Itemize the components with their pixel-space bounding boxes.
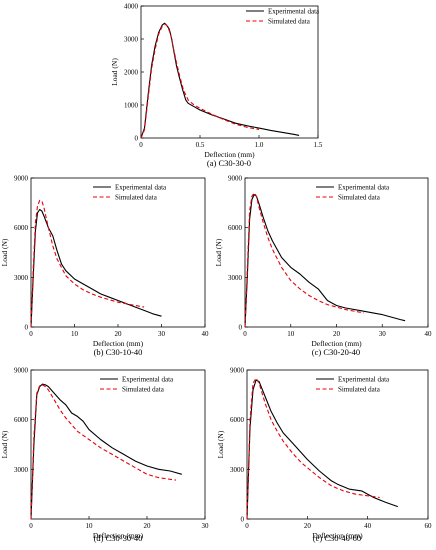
x-axis-title: Deflection (mm) xyxy=(312,531,363,540)
x-tick-label: 30 xyxy=(158,330,166,338)
y-tick-label: 9000 xyxy=(230,367,245,375)
panel-caption: (a) C30-30-0 xyxy=(207,158,251,168)
y-tick-label: 1000 xyxy=(124,102,139,110)
series-line-simulated xyxy=(244,192,364,328)
legend-label: Simulated data xyxy=(268,18,311,26)
series-line-simulated xyxy=(30,199,145,328)
legend-label: Experimental data xyxy=(338,376,390,384)
legend-label: Simulated data xyxy=(338,194,381,202)
series-line-experimental xyxy=(140,22,300,139)
x-tick-label: 20 xyxy=(304,522,312,530)
x-tick-label: 0 xyxy=(29,522,33,530)
legend-label: Experimental data xyxy=(338,184,390,192)
series-line-simulated xyxy=(246,377,380,520)
y-tick-label: 6000 xyxy=(14,416,29,424)
x-tick-label: 10 xyxy=(71,330,79,338)
plot-frame xyxy=(246,369,429,520)
legend-label: Experimental data xyxy=(115,184,167,192)
x-axis-title: Deflection (mm) xyxy=(93,531,144,540)
y-tick-label: 0 xyxy=(241,516,245,524)
y-tick-label: 3000 xyxy=(124,36,139,44)
series-line-simulated xyxy=(30,384,177,520)
y-axis-title: Load (N) xyxy=(0,430,9,458)
y-tick-label: 9000 xyxy=(228,175,243,183)
series-line-simulated xyxy=(140,23,260,139)
y-tick-label: 4000 xyxy=(124,3,139,11)
panel-caption: (e) C30-40-60 xyxy=(313,533,361,543)
y-tick-label: 6000 xyxy=(230,416,245,424)
x-tick-label: 0 xyxy=(139,141,143,149)
x-tick-label: 0 xyxy=(29,330,33,338)
x-tick-label: 1.0 xyxy=(255,141,264,149)
x-tick-label: 0 xyxy=(245,522,249,530)
x-axis-title: Deflection (mm) xyxy=(93,339,144,348)
y-tick-label: 9000 xyxy=(14,367,29,375)
series-line-experimental xyxy=(30,383,182,520)
y-axis-title: Load (N) xyxy=(110,58,119,86)
x-tick-label: 40 xyxy=(425,330,433,338)
x-tick-label: 20 xyxy=(333,330,341,338)
y-tick-label: 3000 xyxy=(230,466,245,474)
x-tick-label: 0.5 xyxy=(196,141,205,149)
y-tick-label: 6000 xyxy=(14,224,29,232)
y-tick-label: 6000 xyxy=(228,224,243,232)
x-axis-title: Deflection (mm) xyxy=(204,150,255,159)
legend-label: Simulated data xyxy=(338,386,381,394)
x-tick-label: 40 xyxy=(202,330,210,338)
x-tick-label: 1.5 xyxy=(314,141,323,149)
x-axis-title: Deflection (mm) xyxy=(311,339,362,348)
chart-panel-2: 0 10 20 30 40 0 3000 6000 9000 Deflection (mm) Loa… xyxy=(214,175,432,358)
series-line-experimental xyxy=(246,379,398,520)
plot-frame xyxy=(244,177,429,328)
y-tick-label: 3000 xyxy=(14,466,29,474)
x-tick-label: 40 xyxy=(364,522,372,530)
y-tick-label: 3000 xyxy=(14,274,29,282)
y-tick-label: 9000 xyxy=(14,175,29,183)
y-tick-label: 3000 xyxy=(228,274,243,282)
y-axis-title: Load (N) xyxy=(0,238,9,266)
series-line-experimental xyxy=(244,194,406,328)
panel-caption: (d) C30-30-40 xyxy=(94,533,143,543)
y-tick-label: 0 xyxy=(239,324,243,332)
x-tick-label: 10 xyxy=(86,522,94,530)
x-tick-label: 20 xyxy=(115,330,123,338)
panel-caption: (c) C30-20-40 xyxy=(312,347,360,357)
legend-label: Simulated data xyxy=(122,386,165,394)
y-tick-label: 0 xyxy=(135,135,139,143)
x-tick-label: 30 xyxy=(379,330,387,338)
chart-panel-3: 0 10 20 30 3000 6000 9000 Deflection (mm) Load (… xyxy=(0,367,209,544)
legend-label: Experimental data xyxy=(268,8,320,16)
legend-label: Experimental data xyxy=(122,376,174,384)
chart-panel-0: 0 0.5 1.0 1.5 0 1000 2000 3000 4000 Deflection (m… xyxy=(110,3,323,169)
y-axis-title: Load (N) xyxy=(216,430,225,458)
series-line-experimental xyxy=(30,208,162,328)
panel-caption: (b) C30-10-40 xyxy=(94,347,143,357)
plot-frame xyxy=(30,369,206,520)
y-tick-label: 0 xyxy=(25,324,29,332)
y-tick-label: 2000 xyxy=(124,69,139,77)
x-tick-label: 30 xyxy=(202,522,210,530)
y-axis-title: Load (N) xyxy=(214,238,223,266)
x-tick-label: 10 xyxy=(287,330,295,338)
x-tick-label: 60 xyxy=(425,522,433,530)
chart-panel-4: 0 20 40 60 0 3000 6000 9000 Deflection (mm) Load … xyxy=(216,367,432,544)
legend-label: Simulated data xyxy=(115,194,158,202)
x-tick-label: 0 xyxy=(243,330,247,338)
chart-panel-1: 0 10 20 30 40 0 3000 6000 9000 Deflection (mm) Loa… xyxy=(0,175,209,358)
x-tick-label: 20 xyxy=(144,522,152,530)
